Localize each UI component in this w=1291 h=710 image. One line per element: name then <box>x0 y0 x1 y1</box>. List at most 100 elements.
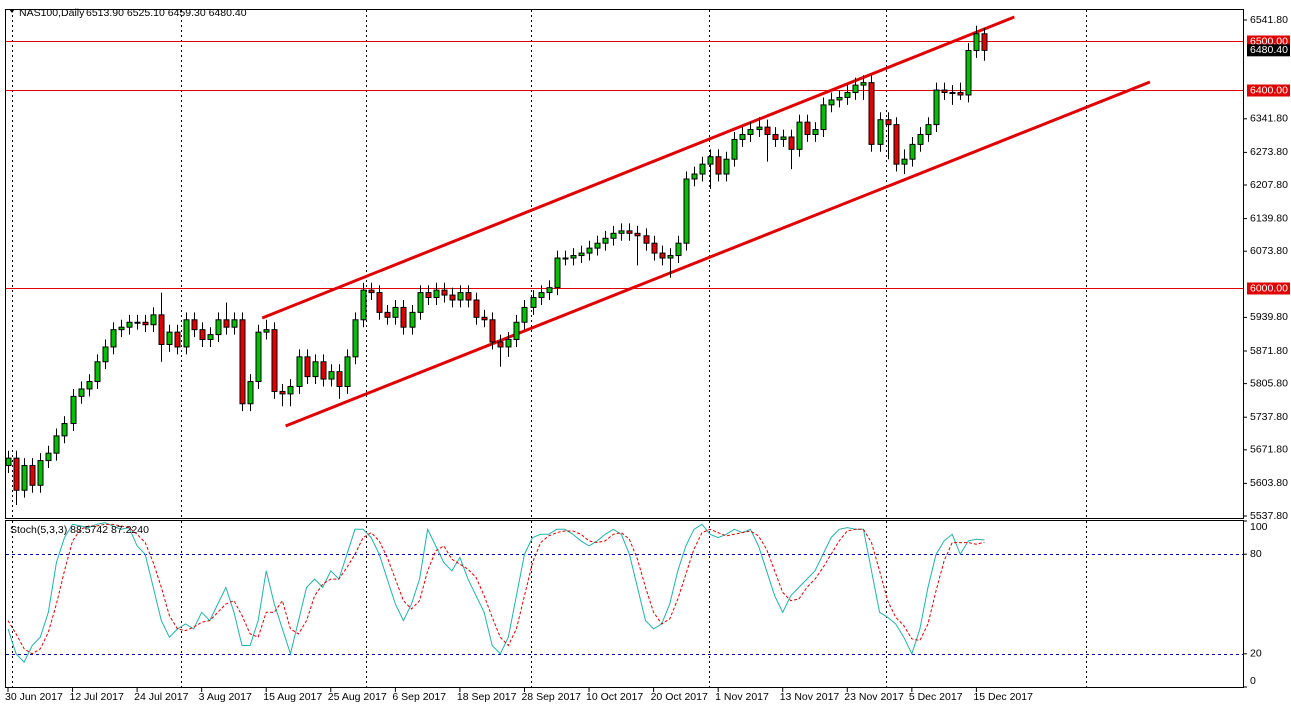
y-tick-label: 6073.80 <box>1250 245 1288 257</box>
candle-body <box>731 138 738 160</box>
candle-body <box>489 319 496 343</box>
candle-body <box>683 178 690 244</box>
candle-body <box>45 452 52 462</box>
candle-body <box>441 289 448 296</box>
candle-body <box>425 292 432 299</box>
stochastic-line <box>7 523 985 655</box>
y-tick-label: 6273.80 <box>1250 146 1288 158</box>
candle-body <box>973 33 980 52</box>
candle-body <box>901 158 908 165</box>
y-tick-label: 5871.80 <box>1250 345 1288 357</box>
candle-body <box>29 465 36 486</box>
candle-body <box>61 423 68 437</box>
y-tick-label: 5805.80 <box>1250 377 1288 389</box>
candle-body <box>667 255 674 259</box>
last-price-box <box>1247 44 1290 57</box>
candle-body <box>336 371 343 387</box>
x-tick-label: 20 Oct 2017 <box>651 691 708 703</box>
candle-body <box>764 126 771 136</box>
candle-body <box>231 319 238 328</box>
y-tick-label: 6139.80 <box>1250 212 1288 224</box>
x-tick-label: 1 Nov 2017 <box>715 691 769 703</box>
candle-body <box>885 119 892 126</box>
candle-body <box>174 331 181 348</box>
candle-body <box>102 346 109 363</box>
candle-body <box>546 287 553 294</box>
candle-body <box>981 33 988 51</box>
candle-body <box>13 457 20 491</box>
candle-body <box>473 299 480 318</box>
candle-body <box>304 356 311 378</box>
candle-body <box>860 82 867 86</box>
candle-body <box>481 316 488 321</box>
candle-body <box>893 124 900 165</box>
y-tick-label: 5537.80 <box>1250 510 1288 522</box>
candle-body <box>183 319 190 348</box>
x-tick-label: 25 Aug 2017 <box>328 691 387 703</box>
candle-body <box>360 289 367 321</box>
candle-body <box>747 129 754 136</box>
candle-body <box>643 235 650 244</box>
candle-body <box>376 292 383 313</box>
candle-body <box>457 292 464 301</box>
candle-body <box>53 435 60 454</box>
candle-body <box>812 129 819 136</box>
stochastic-line <box>7 522 985 663</box>
candle-body <box>142 321 149 326</box>
candle-body <box>384 311 391 318</box>
last-price-label: 6480.40 <box>1250 44 1288 56</box>
x-tick-label: 3 Aug 2017 <box>199 691 252 703</box>
x-tick-label: 28 Sep 2017 <box>521 691 581 703</box>
candle-body <box>255 331 262 383</box>
candle-body <box>279 390 286 395</box>
candle-body <box>287 385 294 395</box>
candle-body <box>780 136 787 140</box>
candle-body <box>433 289 440 299</box>
x-tick-label: 5 Dec 2017 <box>909 691 963 703</box>
ohlc-label: 6513.90 6525.10 6459.30 6480.40 <box>86 7 247 19</box>
candle-body <box>723 158 730 175</box>
candle-body <box>21 465 28 491</box>
candle-body <box>368 289 375 294</box>
candle-body <box>594 242 601 249</box>
candle-body <box>530 297 537 308</box>
candle-body <box>166 331 173 345</box>
candle-body <box>223 319 230 328</box>
candle-body <box>610 232 617 239</box>
candle-body <box>820 104 827 131</box>
candle-body <box>352 319 359 358</box>
candle-body <box>602 237 609 244</box>
level-label: 6500.00 <box>1250 35 1288 47</box>
candle-body <box>626 230 633 234</box>
y-tick-label: 6207.80 <box>1250 179 1288 191</box>
candle-body <box>949 92 956 95</box>
y-tick-label: 80 <box>1250 548 1262 560</box>
x-tick-label: 24 Jul 2017 <box>134 691 188 703</box>
candle-body <box>247 381 254 405</box>
candle-body <box>715 156 722 175</box>
candle-body <box>497 341 504 348</box>
candle-body <box>756 126 763 131</box>
candle-body <box>965 50 972 96</box>
candle-body <box>199 329 206 341</box>
x-tick-label: 13 Nov 2017 <box>780 691 840 703</box>
candle-body <box>400 306 407 328</box>
candle-body <box>562 257 569 260</box>
candle-body <box>836 96 843 101</box>
menu-triangle <box>9 9 15 13</box>
candle-body <box>634 232 641 237</box>
level-label-box <box>1247 282 1290 295</box>
candle-body <box>207 334 214 341</box>
candle-body <box>707 156 714 165</box>
candle-body <box>158 314 165 345</box>
candle-body <box>5 457 12 467</box>
candle-body <box>239 319 246 405</box>
stochastic-panel: 0 20 80 100 <box>6 520 1268 688</box>
candle-body <box>191 319 198 331</box>
candle-body <box>513 321 520 341</box>
candle-body <box>739 134 746 140</box>
candle-body <box>505 339 512 348</box>
candle-body <box>909 143 916 160</box>
